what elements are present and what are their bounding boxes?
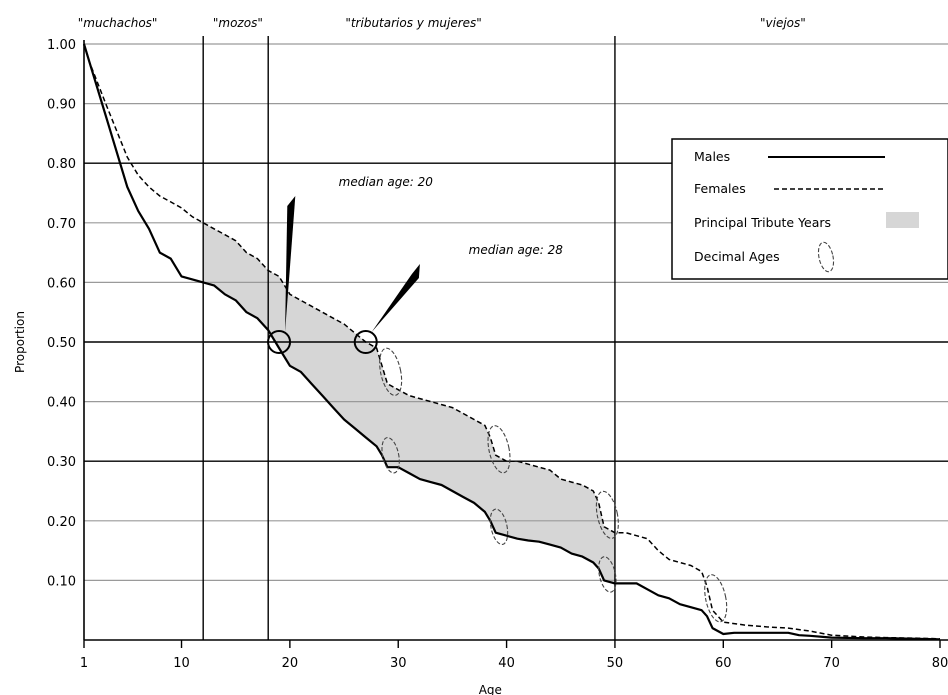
x-tick-label: 80 [932, 656, 948, 671]
axes-layer: 0.10 0.20 0.30 0.40 0.50 0.60 0.70 0.80 0.90 1.00… [13, 38, 948, 695]
x-tick-label: 70 [823, 656, 840, 671]
x-axis-title: Age [479, 683, 502, 695]
y-tick-label: 0.60 [47, 276, 76, 291]
y-tick-label: 1.00 [47, 38, 76, 53]
x-tick-label: 40 [498, 656, 515, 671]
gridlines-layer [84, 43, 948, 582]
x-tick-label: 50 [607, 656, 624, 671]
x-tick-label: 20 [282, 656, 299, 671]
median-circle [353, 330, 378, 354]
x-tick-label: 60 [715, 656, 732, 671]
period-label: "mozos" [213, 16, 263, 30]
legend-symbol-dashed-ellipse [817, 241, 835, 273]
median-pointer [371, 264, 420, 332]
y-tick-label: 0.90 [47, 98, 76, 113]
median-age-label: median age: 20 [339, 175, 434, 189]
period-label: "tributarios y mujeres" [345, 16, 481, 30]
median-age-label: median age: 28 [469, 243, 564, 257]
decimal-age-marker [489, 508, 509, 545]
y-tick-label: 0.40 [47, 396, 76, 411]
legend-label-tribute: Principal Tribute Years [694, 215, 831, 230]
median-pointer [285, 196, 296, 332]
legend-box [671, 138, 948, 280]
series-line-females [83, 43, 941, 640]
y-tick-label: 0.50 [47, 336, 76, 351]
median-markers-layer [267, 196, 420, 354]
legend: Males Females Principal Tribute Years Decim… [671, 138, 948, 280]
period-label: "muchachos" [78, 16, 158, 30]
y-tick-label: 0.30 [47, 455, 76, 470]
legend-symbol-gray-box [886, 212, 919, 228]
decimal-age-marker [379, 347, 403, 396]
series-line-males [82, 43, 941, 641]
decimal-age-marker [381, 437, 400, 474]
median-circle [267, 330, 292, 354]
x-tick-label: 10 [173, 656, 190, 671]
legend-label-females: Females [694, 181, 746, 196]
y-tick-label: 0.10 [47, 574, 76, 589]
labels-layer: median age: 20 median age: 28 "muchachos" "… [78, 16, 806, 257]
decimal-age-markers-layer [379, 347, 728, 623]
y-tick-label: 0.80 [47, 157, 76, 172]
x-tick-label: 30 [390, 656, 407, 671]
decimal-age-marker [595, 490, 619, 539]
decimal-age-marker [704, 574, 728, 623]
legend-label-decimal-ages: Decimal Ages [694, 249, 780, 264]
shaded-region-tribute-years [203, 222, 615, 584]
shaded-region-layer [203, 222, 615, 584]
legend-label-males: Males [694, 149, 730, 164]
decimal-age-marker [598, 556, 617, 593]
y-axis-title: Proportion [13, 311, 27, 373]
period-label: "viejos" [760, 16, 806, 30]
y-tick-label: 0.70 [47, 217, 76, 232]
series-layer [82, 43, 941, 641]
y-tick-label: 0.20 [47, 515, 76, 530]
decimal-age-marker [487, 425, 511, 474]
period-boundaries-layer [202, 36, 616, 640]
x-tick-label: 1 [80, 656, 88, 671]
